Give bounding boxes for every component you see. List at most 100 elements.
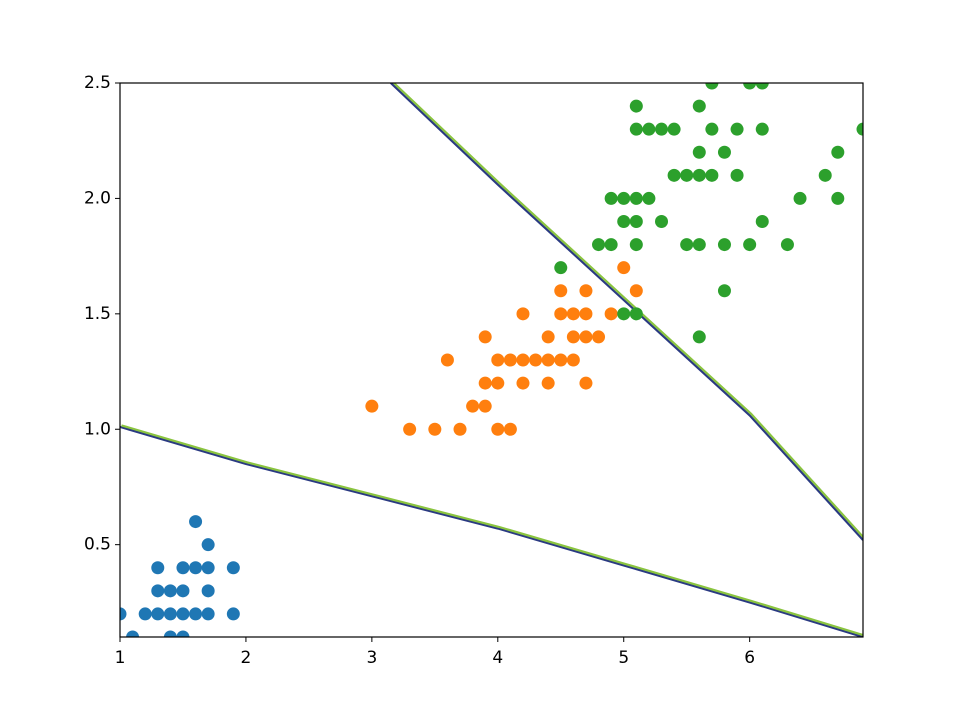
point <box>516 307 530 321</box>
point <box>478 399 492 413</box>
point <box>176 584 190 598</box>
point <box>705 122 719 136</box>
point <box>126 630 140 637</box>
point <box>516 376 530 390</box>
point <box>755 122 769 136</box>
point <box>554 353 568 367</box>
point <box>667 122 681 136</box>
point <box>692 238 706 252</box>
point <box>151 561 165 575</box>
decision-boundary <box>392 83 863 539</box>
point <box>755 83 769 90</box>
point <box>579 307 593 321</box>
point <box>629 307 643 321</box>
point <box>403 422 417 436</box>
point <box>780 238 794 252</box>
point <box>478 376 492 390</box>
point <box>428 422 442 436</box>
point <box>692 330 706 344</box>
point <box>491 422 505 436</box>
point <box>491 376 505 390</box>
point <box>730 168 744 182</box>
point <box>667 168 681 182</box>
point <box>629 284 643 298</box>
point <box>163 607 177 621</box>
point <box>592 238 606 252</box>
point <box>226 561 240 575</box>
point <box>717 238 731 252</box>
point <box>138 607 152 621</box>
point <box>566 330 580 344</box>
point <box>151 607 165 621</box>
point <box>655 215 669 228</box>
point <box>629 99 643 113</box>
point <box>592 330 606 344</box>
point <box>201 561 215 575</box>
point <box>793 191 807 205</box>
point <box>818 168 832 182</box>
x-tick-label: 1 <box>115 648 126 668</box>
x-tick-label: 3 <box>366 648 377 668</box>
point <box>503 353 517 367</box>
point <box>201 538 215 552</box>
x-tick-label: 4 <box>492 648 503 668</box>
point <box>566 353 580 367</box>
x-tick-label: 5 <box>618 648 629 668</box>
point <box>365 399 379 413</box>
point <box>201 607 215 621</box>
point <box>680 168 694 182</box>
point <box>717 284 731 298</box>
point <box>680 238 694 252</box>
point <box>529 353 543 367</box>
point <box>566 307 580 321</box>
point <box>120 607 127 621</box>
point <box>176 607 190 621</box>
point <box>453 422 467 436</box>
point <box>755 215 769 228</box>
point <box>579 330 593 344</box>
point <box>541 330 555 344</box>
decision-boundary <box>121 424 863 637</box>
point <box>617 191 631 205</box>
decision-boundary <box>390 83 863 541</box>
point <box>163 584 177 598</box>
point <box>554 284 568 298</box>
point <box>629 238 643 252</box>
point <box>642 191 656 205</box>
point <box>491 353 505 367</box>
point <box>226 607 240 621</box>
point <box>705 83 719 90</box>
point <box>503 422 517 436</box>
y-tick-label: 1.0 <box>84 419 111 439</box>
axes-frame <box>119 82 864 638</box>
point <box>189 515 203 529</box>
point <box>604 238 618 252</box>
y-tick-label: 2.5 <box>84 73 111 93</box>
point <box>604 307 618 321</box>
x-tick-label: 6 <box>744 648 755 668</box>
point <box>692 145 706 159</box>
point <box>705 168 719 182</box>
point <box>554 261 568 275</box>
point <box>617 215 631 228</box>
point <box>629 215 643 228</box>
point <box>604 191 618 205</box>
point <box>201 584 215 598</box>
point <box>189 561 203 575</box>
point <box>516 353 530 367</box>
point <box>629 191 643 205</box>
point <box>831 191 845 205</box>
plot-area <box>120 83 863 637</box>
point <box>541 376 555 390</box>
point <box>856 122 863 136</box>
point <box>617 261 631 275</box>
point <box>617 307 631 321</box>
point <box>642 122 656 136</box>
point <box>466 399 480 413</box>
point <box>655 122 669 136</box>
point <box>554 307 568 321</box>
point <box>579 376 593 390</box>
point <box>629 122 643 136</box>
